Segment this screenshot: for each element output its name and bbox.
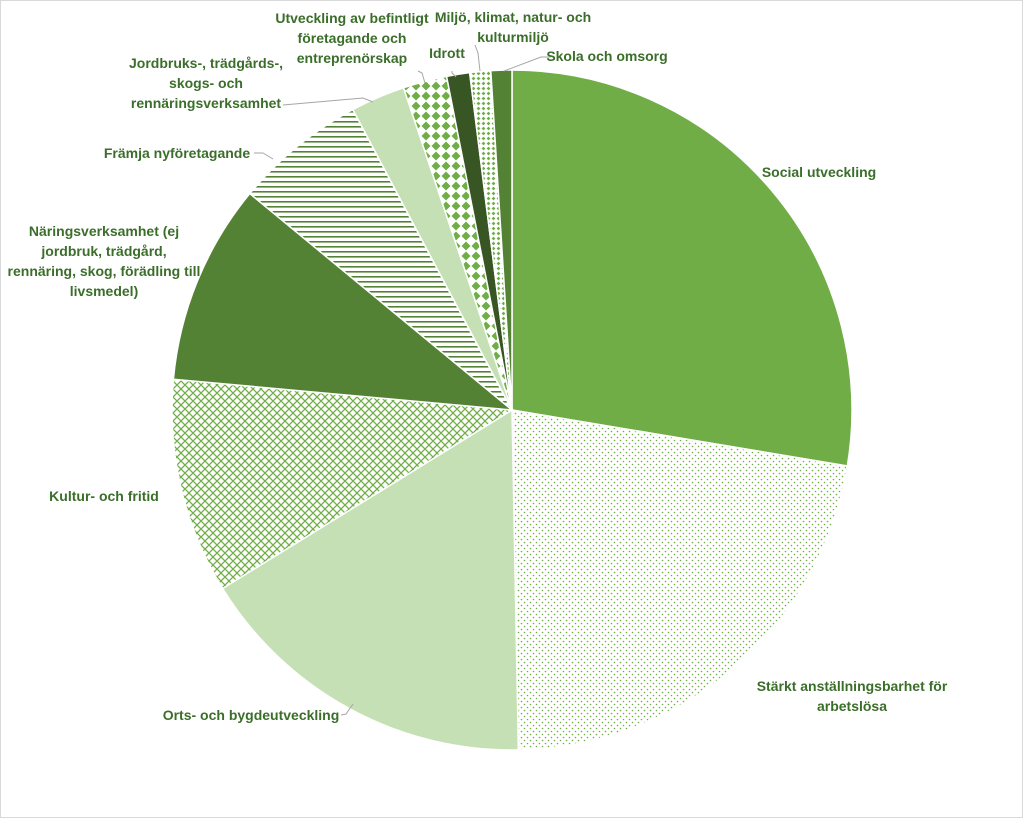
leader-line-miljo-klimat-natur-och-kulturmiljo xyxy=(474,44,481,72)
slice-label-starkt-anstallningsbarhet-for-arbetslosa: Stärkt anställningsbarhet för arbetslösa xyxy=(757,678,948,714)
leader-line-idrott xyxy=(451,71,457,78)
slice-label-naringsverksamhet-ej-jordbruk-tradgard-rennaring-skog-foradling-till-livsmedel: Näringsverksamhet (ej jordbruk, trädgård,… xyxy=(8,223,201,299)
pie-slice-framja-nyforetagande xyxy=(248,108,513,411)
slice-label-jordbruks-tradgards-skogs-och-rennaringsverksamhet: Jordbruks-, trädgårds-, skogs- och rennäri… xyxy=(129,55,283,111)
slice-label-social-utveckling: Social utveckling xyxy=(762,164,876,180)
slice-label-skola-och-omsorg: Skola och omsorg xyxy=(546,48,667,64)
slice-label-miljo-klimat-natur-och-kulturmiljo: Miljö, klimat, natur- och kulturmiljö xyxy=(435,9,591,45)
pie-slice-social-utveckling xyxy=(511,69,853,467)
slice-label-idrott: Idrott xyxy=(429,45,465,61)
pie-slice-starkt-anstallningsbarhet-for-arbetslosa xyxy=(511,409,849,751)
pie-slice-orts-och-bygdeutveckling xyxy=(221,408,520,751)
slice-label-kultur-och-fritid: Kultur- och fritid xyxy=(49,488,159,504)
pie-slice-naringsverksamhet-ej-jordbruk-tradgard-rennaring-skog-foradling-till-livsmedel xyxy=(172,192,515,411)
slice-label-utveckling-av-befintligt-foretagande-och-entreprenorskap: Utveckling av befintligt företagande och e… xyxy=(275,10,429,66)
slice-label-framja-nyforetagande: Främja nyföretagande xyxy=(104,145,250,161)
leader-line-framja-nyforetagande xyxy=(254,152,274,160)
leader-line-orts-och-bygdeutveckling xyxy=(340,703,354,716)
slice-label-orts-och-bygdeutveckling: Orts- och bygdeutveckling xyxy=(163,707,340,723)
pie-slice-kultur-och-fritid xyxy=(171,378,515,590)
leader-line-utveckling-av-befintligt-foretagande-och-entreprenorskap xyxy=(417,70,426,84)
leader-line-jordbruks-tradgards-skogs-och-rennaringsverksamhet xyxy=(282,97,374,106)
pie-slice-skola-och-omsorg xyxy=(489,69,513,411)
leader-line-skola-och-omsorg xyxy=(503,56,551,72)
